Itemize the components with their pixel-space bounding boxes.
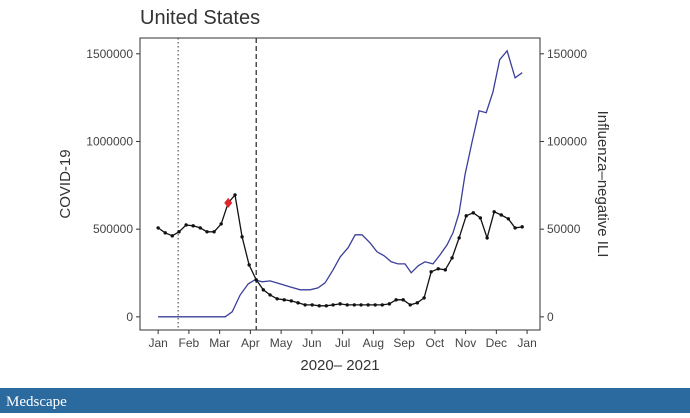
x-tick-label: Aug [363, 336, 384, 350]
series-point [275, 297, 279, 301]
series-point [436, 267, 440, 271]
x-tick-label: Feb [179, 336, 200, 350]
y2-tick-label: 0 [547, 310, 554, 324]
x-tick-label: Jun [302, 336, 321, 350]
series-point [310, 303, 314, 307]
plot-frame [139, 37, 541, 331]
series-point [471, 211, 475, 215]
series-point [492, 210, 496, 214]
series-point [408, 303, 412, 307]
series-point [268, 293, 272, 297]
series-point [240, 235, 244, 239]
series-point [163, 231, 167, 235]
series-point [359, 303, 363, 307]
x-tick-label: Oct [426, 336, 445, 350]
series-point [219, 222, 223, 226]
series-point [401, 298, 405, 302]
series-point [373, 303, 377, 307]
series-point [422, 296, 426, 300]
x-tick-label: Sep [393, 336, 415, 350]
x-tick-label: Dec [486, 336, 507, 350]
series-point [429, 270, 433, 274]
y2-tick-label: 100000 [547, 134, 587, 148]
y-tick-label: 0 [126, 310, 133, 324]
series-point [366, 303, 370, 307]
series-point [177, 230, 181, 234]
series-point [247, 263, 251, 267]
series-line [158, 49, 523, 318]
series-point [261, 288, 265, 292]
x-tick-label: Nov [455, 336, 476, 350]
series-point [513, 226, 517, 230]
x-tick-label: Jul [335, 336, 350, 350]
footer-brand: Medscape [6, 394, 67, 410]
series-point [415, 301, 420, 305]
x-tick-label: Jan [148, 336, 167, 350]
series-point [254, 278, 258, 282]
series-point [499, 213, 503, 217]
series-point [387, 302, 392, 306]
series-point [352, 303, 356, 307]
series-point [198, 226, 202, 230]
series-point [282, 298, 286, 302]
series-point [464, 214, 468, 218]
series-point [156, 226, 160, 230]
series-point [233, 193, 237, 197]
y2-tick-label: 150000 [547, 47, 587, 61]
series-point [205, 230, 209, 234]
series-point [212, 230, 216, 234]
series-point [394, 298, 398, 302]
series-point [506, 217, 511, 221]
series-point [478, 216, 483, 220]
series-point [317, 304, 321, 308]
y2-axis-label: Influenza–negative ILI [594, 111, 611, 258]
series-point [303, 303, 307, 307]
y-tick-label: 1500000 [86, 47, 133, 61]
y-axis-label: COVID-19 [57, 149, 74, 218]
x-tick-label: May [270, 336, 293, 350]
series-point [485, 236, 489, 240]
series-point [443, 268, 448, 272]
footer-bar [0, 388, 690, 413]
chart-title: United States [140, 7, 260, 29]
series-point [345, 303, 349, 307]
series-point [296, 301, 300, 305]
series-point [191, 224, 195, 228]
series-line [157, 193, 523, 307]
series-point [184, 223, 188, 227]
series-point [450, 256, 454, 260]
highlight-point [224, 197, 233, 208]
x-tick-label: Apr [241, 336, 260, 350]
series-point [324, 304, 329, 308]
y-tick-label: 500000 [93, 222, 133, 236]
x-tick-label: Mar [209, 336, 230, 350]
y-tick-label: 1000000 [86, 134, 133, 148]
series-point [331, 303, 335, 307]
x-tick-label: Jan [517, 336, 536, 350]
x-axis-label: 2020– 2021 [300, 357, 379, 374]
series-point [520, 225, 524, 229]
series-point [338, 302, 342, 306]
series-point [289, 299, 293, 303]
series-point [170, 234, 174, 238]
y2-tick-label: 50000 [547, 222, 581, 236]
series-point [380, 303, 384, 307]
series-point [457, 236, 461, 240]
